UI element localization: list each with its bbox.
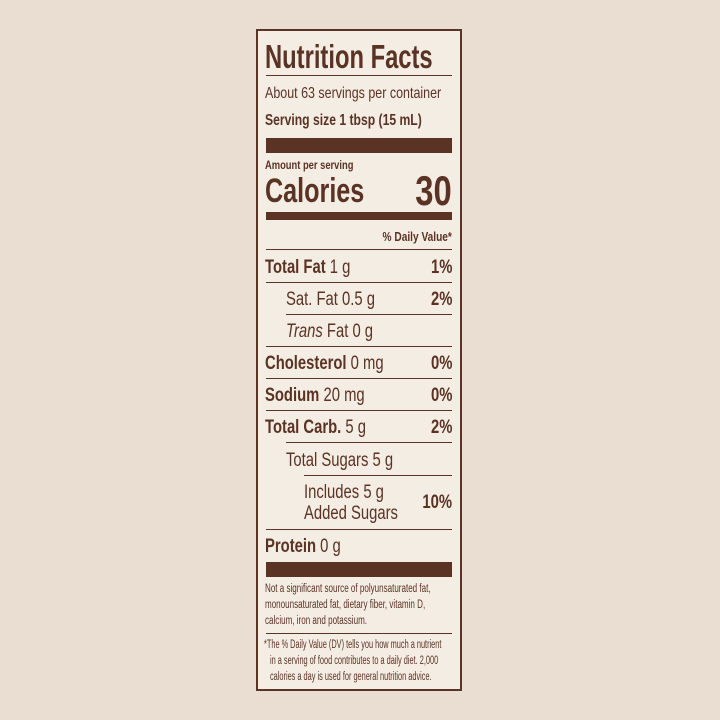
nutrient: Total Sugars (286, 450, 369, 471)
footnote-line: *The % Daily Value (DV) tells you how mu… (264, 639, 442, 651)
nutrient: Fat (326, 321, 349, 342)
row: Total Fat 1 g (265, 258, 350, 277)
rule (286, 442, 452, 443)
nutrient: Cholesterol (265, 353, 347, 374)
footnote-line: calories a day is used for general nutri… (270, 671, 432, 683)
rule (266, 410, 452, 411)
footnote-line: calcium, iron and potassium. (265, 615, 368, 627)
rule (266, 346, 452, 347)
dv: 10% (422, 492, 452, 513)
line: Includes 5 g (304, 482, 384, 503)
nutrient: Sat. Fat (286, 289, 338, 310)
servings: About 63 servings per container (265, 85, 442, 102)
rule (266, 212, 452, 220)
row: Sodium 20 mg (265, 386, 365, 405)
dv: 0% (430, 353, 452, 374)
amount: 5 g (372, 450, 394, 471)
rule (266, 562, 452, 577)
rule (304, 475, 452, 476)
title: Nutrition Facts (265, 38, 433, 75)
row: Total Sugars 5 g (286, 451, 393, 470)
row: Total Carb. 5 g (265, 418, 366, 437)
rule (266, 75, 452, 76)
row: Trans Fat 0 g (286, 322, 373, 341)
dv-header: % Daily Value* (382, 229, 452, 244)
footnote-line: Not a significant source of polyunsatura… (265, 583, 431, 595)
row: Protein 0 g (265, 537, 341, 556)
amount: 0 g (352, 321, 374, 342)
amount: 20 mg (323, 385, 365, 406)
nutrient: Total Carb. (265, 417, 342, 438)
calories-value: 30 (415, 167, 452, 214)
dv: 2% (430, 289, 452, 310)
rule (266, 249, 452, 250)
dv: 2% (430, 417, 452, 438)
calories-name: Calories (265, 172, 365, 210)
rule (266, 633, 452, 634)
rule (266, 282, 452, 283)
row: Cholesterol 0 mg (265, 354, 384, 373)
nutrient: Sodium (265, 385, 320, 406)
nutrient: Total Fat (265, 257, 326, 278)
rule (266, 529, 452, 530)
footnote-line: monounsaturated fat, dietary fiber, vita… (265, 599, 426, 611)
nutrient: Protein (265, 536, 317, 557)
amount: 0 g (320, 536, 341, 557)
amount: 0.5 g (342, 289, 375, 310)
line: Added Sugars (304, 503, 398, 524)
amount: 0 mg (350, 353, 384, 374)
nutrient: Trans (286, 321, 323, 342)
calories-label: Amount per serving (265, 158, 354, 172)
nutrition-label: Nutrition Facts About 63 servings per co… (256, 29, 462, 691)
dv: 1% (430, 257, 452, 278)
amount: 1 g (329, 257, 351, 278)
rule (266, 378, 452, 379)
row: Sat. Fat 0.5 g (286, 290, 375, 309)
footnote-line: in a serving of food contributes to a da… (270, 655, 439, 667)
rule (266, 138, 452, 153)
dv: 0% (430, 385, 452, 406)
rule (286, 314, 452, 315)
amount: 5 g (345, 417, 367, 438)
serving-size: Serving size 1 tbsp (15 mL) (265, 112, 422, 129)
